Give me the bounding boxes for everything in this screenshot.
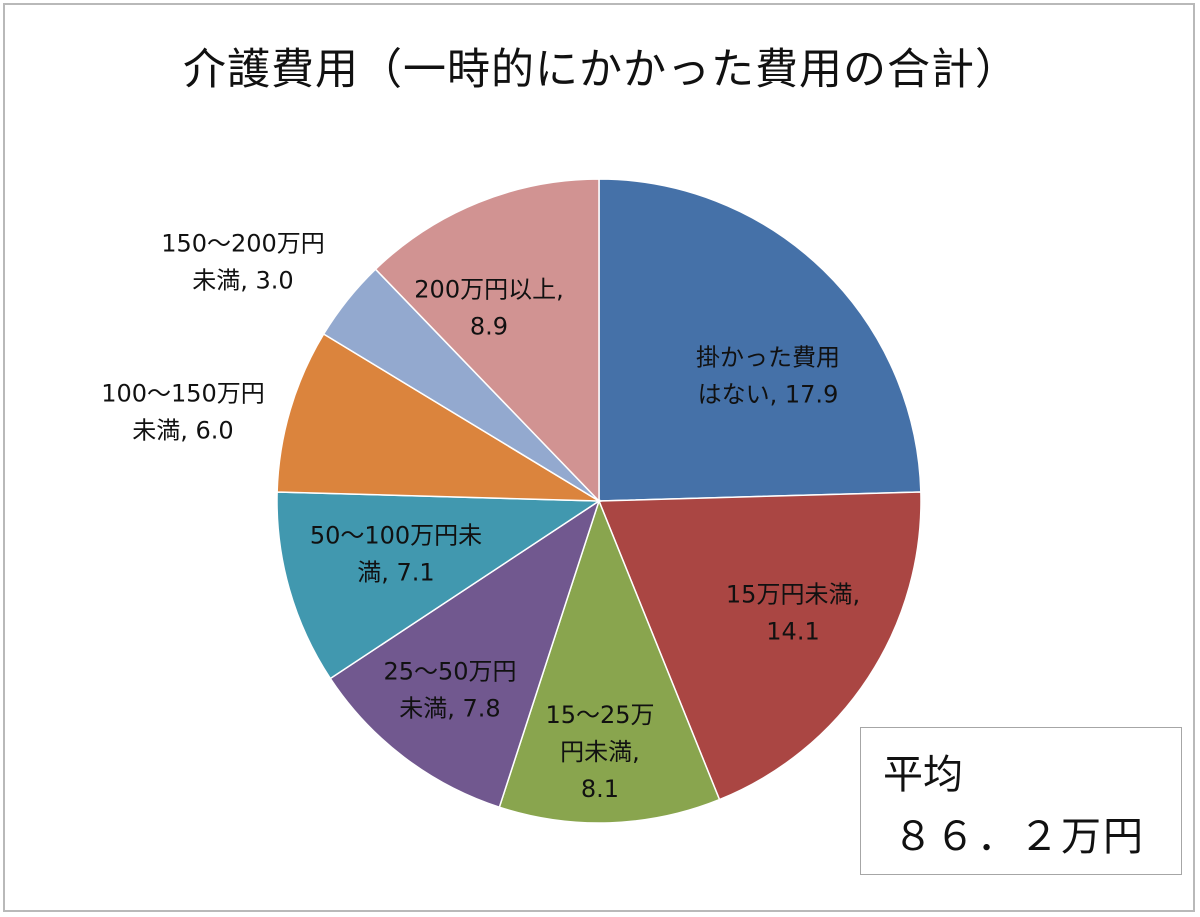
slice-label-3: 25～50万円未満, 7.8 <box>383 658 516 723</box>
average-value: ８６．２万円 <box>893 814 1145 860</box>
slice-label-line: 未満, 7.8 <box>399 695 500 723</box>
slice-label-line: 満, 7.1 <box>357 559 434 587</box>
slice-label-4: 50～100万円未満, 7.1 <box>310 522 482 587</box>
slice-label-line: 150～200万円 <box>161 230 325 258</box>
slice-label-0: 掛かった費用はない, 17.9 <box>696 344 840 409</box>
slice-label-5: 100～150万円未満, 6.0 <box>101 380 265 445</box>
pie-slice-7 <box>374 178 600 503</box>
slice-label-6: 150～200万円未満, 3.0 <box>161 230 325 295</box>
pie-slice-2 <box>498 498 721 824</box>
slice-label-line: 15万円未満, <box>726 581 860 609</box>
pie-slice-1 <box>597 491 922 801</box>
pie-slice-0 <box>598 178 922 502</box>
pie-slice-5 <box>276 332 602 502</box>
slice-label-1: 15万円未満, 14.1 <box>726 581 860 646</box>
slice-label-line: 100～150万円 <box>101 380 265 408</box>
pie-slice-4 <box>276 491 602 680</box>
slice-label-line: 50～100万円未 <box>310 522 482 550</box>
slice-label-line: 8.1 <box>581 775 619 803</box>
slice-label-line: 14.1 <box>766 618 819 646</box>
average-box: 平均 ８６．２万円 <box>860 727 1182 875</box>
average-label: 平均 <box>883 752 963 798</box>
pie-slice-3 <box>329 499 601 809</box>
slice-label-line: 未満, 3.0 <box>192 267 293 295</box>
slice-label-line: 8.9 <box>470 313 508 341</box>
slice-label-line: 未満, 6.0 <box>132 417 233 445</box>
slice-label-line: 15～25万 <box>545 701 654 729</box>
slice-label-line: 200万円以上, <box>414 276 563 304</box>
chart-title: 介護費用（一時的にかかった費用の合計） <box>183 45 1019 95</box>
slice-label-line: 掛かった費用 <box>696 344 840 372</box>
slice-label-line: はない, 17.9 <box>698 381 839 409</box>
slice-label-line: 25～50万円 <box>383 658 516 686</box>
slice-label-7: 200万円以上, 8.9 <box>414 276 563 341</box>
slice-label-line: 円未満, <box>560 738 640 766</box>
slice-label-2: 15～25万円未満, 8.1 <box>545 701 654 803</box>
